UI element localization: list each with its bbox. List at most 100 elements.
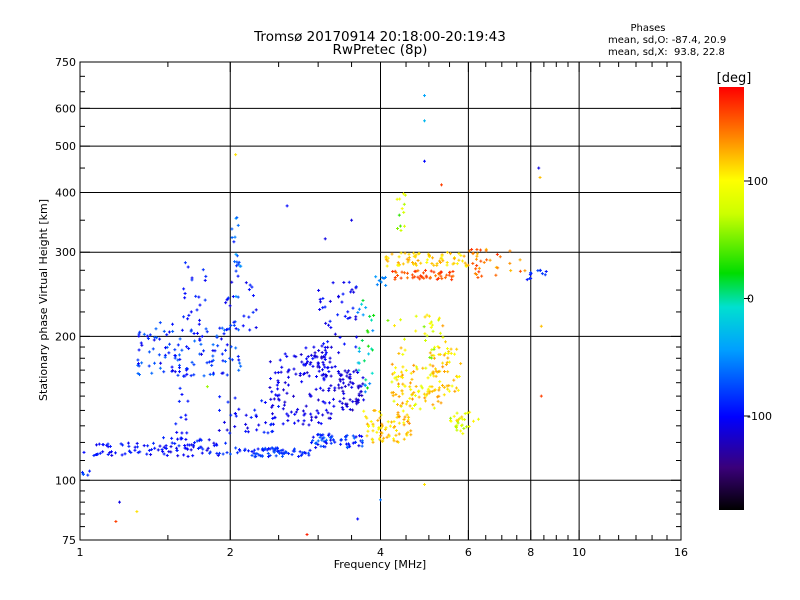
data-point [230,280,234,284]
data-point [311,364,315,368]
data-point [414,314,418,318]
data-point [408,396,412,400]
data-point [203,298,207,302]
data-point [327,370,331,374]
data-point [140,361,144,365]
data-point [318,386,322,390]
data-point [328,360,332,364]
data-point [322,378,326,382]
data-point [285,412,289,416]
data-point [416,269,420,273]
data-point [471,251,475,255]
data-point [445,260,449,264]
data-point [135,441,139,445]
data-point [368,382,372,386]
data-point [229,452,233,456]
data-point [390,380,394,384]
data-point [158,366,162,370]
data-point [316,398,320,402]
data-point [439,274,443,278]
data-point [357,392,361,396]
data-point [174,422,178,426]
data-point [494,273,498,277]
colorbar-tick-label: -100 [747,410,772,423]
data-point [262,430,266,434]
data-point [459,429,463,433]
data-point [450,384,454,388]
data-point [398,197,402,201]
data-point [234,269,238,273]
data-point [277,404,281,408]
data-point [329,384,333,388]
data-point [293,449,297,453]
data-point [376,418,380,422]
data-point [128,449,132,453]
data-point [386,420,390,424]
data-point [350,288,354,292]
data-point [405,276,409,280]
data-point [340,300,344,304]
data-point [185,372,189,376]
data-point [196,331,200,335]
data-point [363,390,367,394]
data-point [283,352,287,356]
data-point [345,402,349,406]
data-point [314,446,318,450]
data-point [418,277,422,281]
data-point [438,271,442,275]
data-point [171,322,175,326]
data-point [404,368,408,372]
data-point [414,329,418,333]
data-point [405,271,409,275]
data-point [235,451,239,455]
data-point [485,258,489,262]
data-point [351,441,355,445]
data-point [285,204,289,208]
data-point [343,384,347,388]
data-point [229,413,233,417]
data-point [394,433,398,437]
data-point [196,446,200,450]
data-point [182,374,186,378]
data-point [170,441,174,445]
data-point [342,396,346,400]
data-point [354,345,358,349]
data-point [399,229,403,233]
data-point [440,257,444,261]
data-point [437,370,441,374]
data-point [301,422,305,426]
data-point [453,352,457,356]
data-point [190,360,194,364]
data-point [326,365,330,369]
data-point [239,264,243,268]
data-point [216,453,220,457]
data-point [361,439,365,443]
data-point [323,358,327,362]
data-point [419,384,423,388]
data-point [173,442,177,446]
data-point [237,358,241,362]
data-point [433,345,437,349]
data-point [339,438,343,442]
data-point [337,371,341,375]
data-point [101,450,105,454]
data-point [394,393,398,397]
data-point [337,383,341,387]
data-point [341,292,345,296]
data-point [164,446,168,450]
data-point [80,470,84,474]
data-point [230,236,234,240]
data-point [399,276,403,280]
data-point [268,453,272,457]
data-point [397,213,401,217]
data-point [432,374,436,378]
data-point [189,374,193,378]
data-point [342,280,346,284]
data-point [316,365,320,369]
data-point [446,356,450,360]
data-point [268,385,272,389]
data-point [271,403,275,407]
data-point [189,310,193,314]
data-point [438,261,442,265]
data-point [391,269,395,273]
